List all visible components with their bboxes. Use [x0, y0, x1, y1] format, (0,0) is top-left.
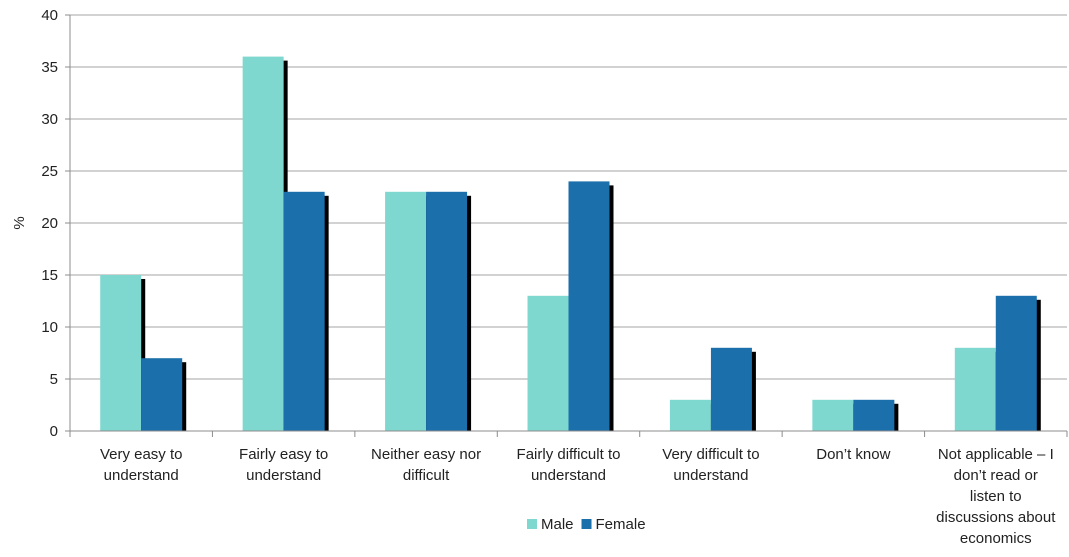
- bar-female: [141, 358, 183, 431]
- bar-female: [710, 347, 752, 431]
- x-tick-label: Fairly difficult to understand: [517, 446, 621, 484]
- bar-female: [568, 181, 610, 431]
- x-tick-label: Don’t know: [816, 446, 890, 463]
- legend-swatch-female: [581, 519, 592, 529]
- y-axis-title: %: [11, 216, 28, 229]
- bar-female: [995, 295, 1037, 431]
- bar-female: [426, 191, 468, 431]
- bars: [100, 56, 1041, 431]
- legend-swatch-male: [527, 519, 537, 529]
- y-tick-label: 25: [41, 163, 58, 180]
- bar-male: [954, 347, 996, 431]
- bar-male: [527, 295, 569, 431]
- bar-male: [385, 191, 427, 431]
- y-tick-label: 20: [41, 215, 58, 232]
- y-tick-label: 15: [41, 267, 58, 284]
- y-axis: 0 5 10 15 20 25 30 35 40: [41, 7, 71, 440]
- bar-male: [242, 56, 284, 431]
- bar-male: [812, 399, 854, 431]
- bar-female: [853, 399, 895, 431]
- legend: Male Female: [527, 516, 646, 533]
- x-tick-label: Very difficult to understand: [662, 446, 759, 484]
- y-tick-label: 0: [50, 423, 58, 440]
- x-tick-label: Neither easy nor difficult: [371, 446, 481, 484]
- legend-label-male: Male: [541, 516, 574, 533]
- y-tick-label: 30: [41, 111, 58, 128]
- y-tick-label: 5: [50, 371, 58, 388]
- y-tick-label: 10: [41, 319, 58, 336]
- x-axis: Very easy to understand Fairly easy to unde…: [69, 430, 1068, 547]
- x-tick-label: Very easy to understand: [100, 446, 183, 484]
- bar-male: [100, 275, 142, 431]
- legend-label-female: Female: [596, 516, 646, 533]
- bar-male: [669, 399, 711, 431]
- x-tick-label: Fairly easy to understand: [239, 446, 328, 484]
- y-tick-label: 40: [41, 7, 58, 24]
- bar-female: [283, 191, 325, 431]
- y-tick-label: 35: [41, 59, 58, 76]
